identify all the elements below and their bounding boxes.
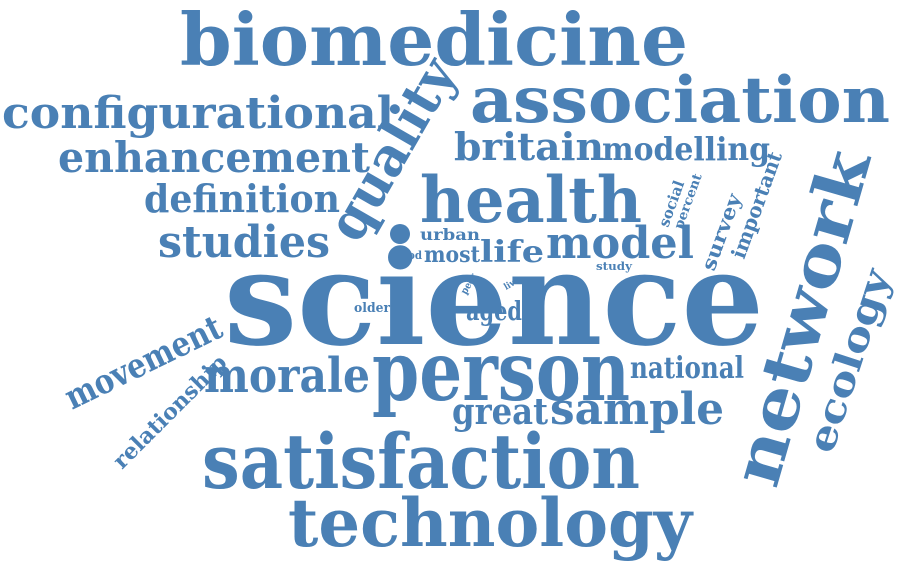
word-studies: studies (158, 217, 330, 268)
word-morale: morale (204, 348, 370, 404)
word-sample: sample (550, 384, 724, 435)
word-enhancement: enhancement (58, 133, 371, 182)
word-national: national (630, 351, 744, 386)
word-association: association (470, 63, 890, 138)
word-life: life (480, 235, 544, 270)
word-technology: technology (288, 484, 694, 562)
word-good: good (394, 249, 422, 262)
word-health: health (420, 163, 642, 238)
word-urban: urban (420, 225, 480, 244)
word-model: model (546, 218, 694, 269)
word-biomedicine: biomedicine (180, 0, 688, 82)
word-most: most (424, 242, 481, 268)
word-britain: britain (454, 124, 604, 169)
word-great: great (452, 391, 548, 433)
word-person: person (372, 324, 630, 420)
word-older: older (354, 301, 390, 316)
word-configurational: configurational (2, 88, 394, 139)
word-aged: aged (466, 297, 522, 327)
word-study: study (596, 260, 633, 273)
word-satisfaction: satisfaction (202, 417, 640, 506)
dot-marker (390, 224, 410, 244)
word-definition: definition (144, 176, 340, 221)
word-modelling: modelling (602, 130, 770, 168)
word-science: science (224, 222, 764, 375)
